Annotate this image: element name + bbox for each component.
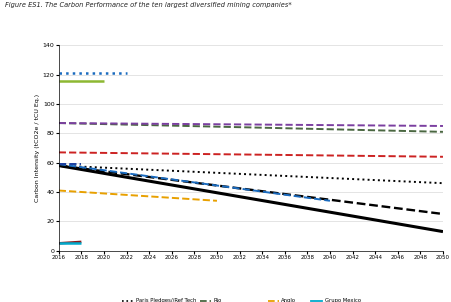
Legend: Paris Pledges//Ref Tech, 2 Degrees, Below 2 Degrees, BHP, Rio, Vale, Glencore w/: Paris Pledges//Ref Tech, 2 Degrees, Belo… xyxy=(122,298,379,302)
Y-axis label: Carbon Intensity (tCO2e / tCU Eq.): Carbon Intensity (tCO2e / tCU Eq.) xyxy=(35,94,40,202)
Text: Figure ES1. The Carbon Performance of the ten largest diversified mining compani: Figure ES1. The Carbon Performance of th… xyxy=(5,2,290,8)
